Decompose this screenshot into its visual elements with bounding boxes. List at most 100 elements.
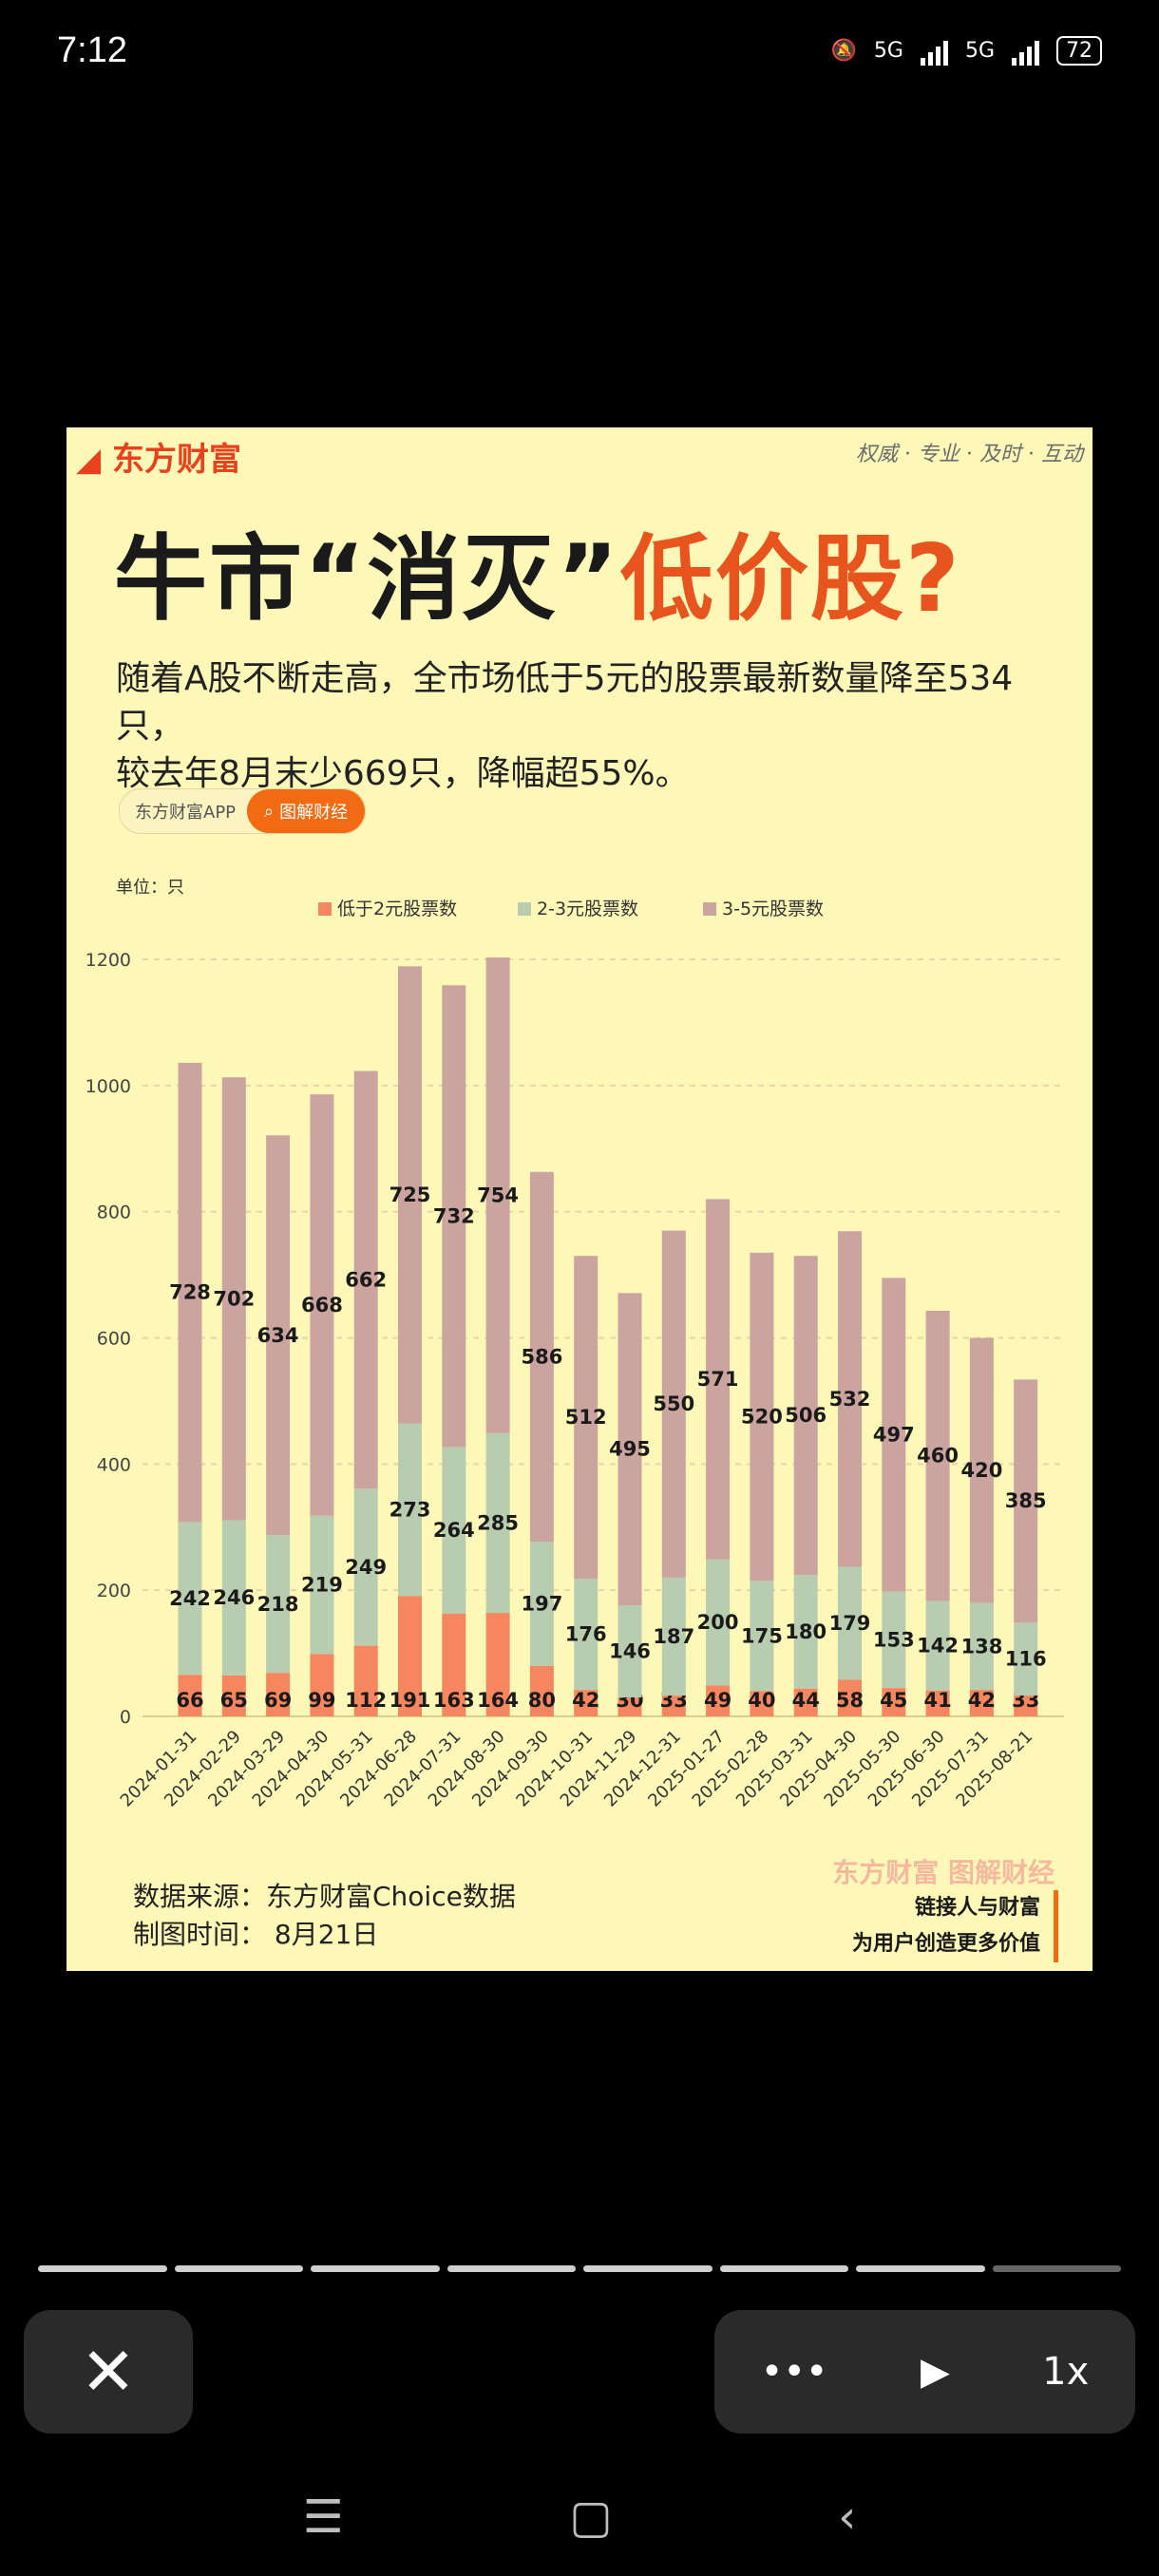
- bar-segment: [750, 1581, 774, 1692]
- data-label: 58: [836, 1689, 864, 1712]
- bar-segment: [750, 1691, 774, 1716]
- bar-segment: [574, 1690, 598, 1716]
- data-label: 571: [697, 1368, 739, 1391]
- signal-icon: [920, 37, 948, 66]
- data-label: 44: [792, 1689, 820, 1712]
- more-icon[interactable]: •••: [760, 2350, 828, 2394]
- legend-swatch: [703, 902, 716, 916]
- data-label: 187: [653, 1625, 694, 1648]
- home-icon[interactable]: ▢: [569, 2491, 613, 2544]
- data-label: 65: [220, 1689, 248, 1712]
- data-label: 175: [741, 1624, 783, 1647]
- play-icon[interactable]: ▶: [920, 2350, 950, 2394]
- chart-subtitle: 随着A股不断走高，全市场低于5元的股票最新数量降至534只， 较去年8月末少66…: [116, 655, 1066, 798]
- battery-icon: 72: [1056, 36, 1102, 66]
- data-label: 634: [257, 1324, 299, 1347]
- subtitle-line-2: 较去年8月末少669只，降幅超55%。: [116, 754, 690, 793]
- legend-label: 2-3元股票数: [537, 899, 638, 919]
- data-label: 112: [345, 1689, 387, 1712]
- progress-segment: [856, 2265, 985, 2272]
- status-time: 7:12: [57, 30, 127, 70]
- data-label: 273: [390, 1498, 431, 1521]
- bar-segment: [353, 1070, 378, 1489]
- data-label: 242: [169, 1587, 211, 1610]
- source-label: 数据来源：东方财富Choice数据: [133, 1881, 516, 1912]
- data-label: 163: [433, 1689, 475, 1712]
- bar-segment: [266, 1673, 291, 1716]
- pill-right-label: 图解财经: [279, 803, 349, 823]
- bar-segment: [706, 1685, 731, 1716]
- speed-button[interactable]: 1x: [1042, 2350, 1090, 2394]
- bar-segment: [221, 1675, 246, 1716]
- data-label: 246: [213, 1586, 255, 1609]
- data-label: 146: [609, 1640, 651, 1663]
- data-label: 702: [213, 1287, 255, 1310]
- data-label: 69: [264, 1689, 292, 1712]
- bar-segment: [442, 1447, 466, 1614]
- source-pill: 东方财富APP ⌕ 图解财经: [119, 788, 367, 834]
- progress-segment: [719, 2265, 848, 2272]
- data-label: 164: [477, 1689, 519, 1712]
- data-label: 42: [572, 1689, 599, 1712]
- data-label: 40: [748, 1689, 775, 1712]
- data-label: 512: [565, 1406, 607, 1429]
- bar-segment: [266, 1135, 291, 1536]
- data-label: 219: [301, 1574, 343, 1597]
- pill-app-label: 东方财富APP: [135, 803, 237, 823]
- bar-segment: [485, 957, 510, 1433]
- bar-segment: [178, 1062, 202, 1523]
- infographic-card[interactable]: ◢ 东方财富 权威 · 专业 · 及时 · 互动 牛市“消灭”低价股? 随着A股…: [66, 427, 1092, 1971]
- data-label: 420: [960, 1459, 1002, 1482]
- bar-segment: [793, 1575, 818, 1689]
- data-label: 728: [169, 1281, 211, 1304]
- bar-segment: [266, 1535, 291, 1674]
- mute-icon: 🔕: [830, 39, 857, 63]
- bar-segment: [221, 1520, 246, 1676]
- legend-label: 低于2元股票数: [337, 899, 457, 919]
- progress-segment: [311, 2265, 440, 2272]
- progress-segment: [992, 2265, 1121, 2272]
- search-icon: ⌕: [264, 801, 275, 822]
- network-label-1: 5G: [873, 39, 903, 63]
- data-label: 176: [565, 1623, 607, 1646]
- bar-segment: [221, 1077, 246, 1521]
- bar-segment: [310, 1094, 334, 1516]
- data-label: 191: [390, 1689, 431, 1712]
- bar-segment: [925, 1310, 950, 1601]
- data-label: 497: [873, 1423, 915, 1446]
- progress-segment: [583, 2265, 712, 2272]
- bar-segment: [310, 1654, 334, 1716]
- data-label: 532: [829, 1388, 871, 1411]
- slogan-line-1: 链接人与财富: [914, 1896, 1040, 1920]
- bar-segment: [529, 1665, 554, 1716]
- back-icon[interactable]: ‹: [838, 2491, 857, 2544]
- subtitle-line-1: 随着A股不断走高，全市场低于5元的股票最新数量降至534只，: [116, 659, 1014, 746]
- data-label: 138: [960, 1635, 1002, 1657]
- bar-segment: [574, 1256, 598, 1580]
- brand-mark-icon: ◢: [76, 441, 102, 479]
- menu-icon[interactable]: ☰: [302, 2491, 344, 2544]
- footer-watermark: 东方财富 图解财经: [832, 1857, 1054, 1888]
- bar-segment: [442, 1613, 466, 1716]
- bar-segment: [485, 1613, 510, 1716]
- data-label: 725: [390, 1184, 431, 1206]
- chart-source: 数据来源：东方财富Choice数据 制图时间： 8月21日: [133, 1878, 516, 1954]
- network-label-2: 5G: [964, 39, 995, 63]
- close-button[interactable]: ✕: [24, 2310, 193, 2434]
- progress-segment: [38, 2265, 167, 2272]
- status-icons: 🔕 5G 5G 72: [830, 36, 1102, 66]
- tagline: 权威 · 专业 · 及时 · 互动: [856, 443, 1083, 466]
- bar-segment: [398, 1423, 422, 1597]
- bar-segment: [178, 1675, 202, 1716]
- bar-segment: [793, 1688, 818, 1716]
- playback-controls: ••• ▶ 1x: [714, 2310, 1135, 2434]
- data-label: 385: [1005, 1489, 1047, 1512]
- bar-segment: [353, 1645, 378, 1716]
- y-tick-label: 400: [97, 1454, 131, 1475]
- legend-swatch: [318, 902, 332, 916]
- data-label: 668: [301, 1294, 343, 1316]
- data-label: 586: [521, 1345, 562, 1368]
- data-label: 200: [697, 1611, 739, 1634]
- data-label: 264: [433, 1519, 475, 1542]
- data-label: 197: [521, 1592, 562, 1615]
